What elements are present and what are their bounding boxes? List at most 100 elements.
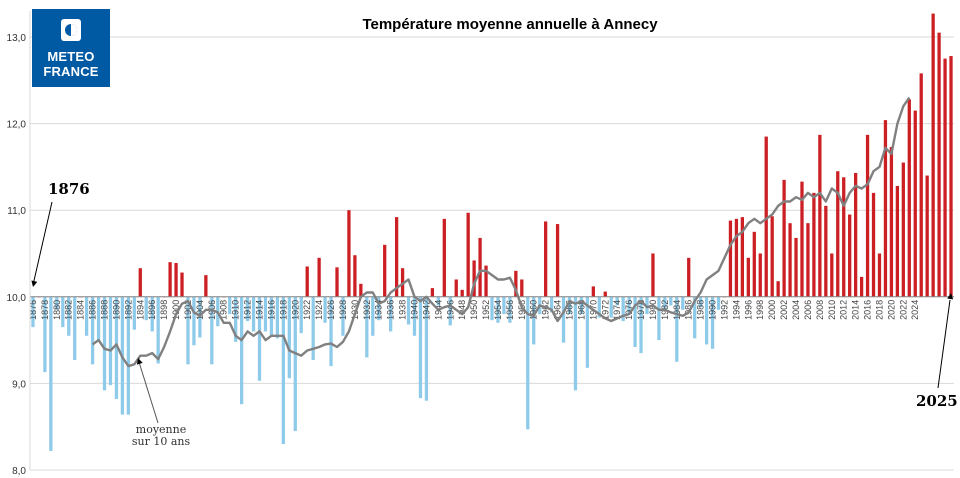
bar-1924 <box>317 257 321 297</box>
bar-1892 <box>126 296 131 415</box>
bar-1962 <box>544 221 548 297</box>
bar-1976 <box>627 296 631 315</box>
ma-arrow-head <box>136 358 143 365</box>
bar-1923 <box>311 296 315 361</box>
x-tick-label: 1904 <box>195 300 205 320</box>
bar-1994 <box>734 218 739 297</box>
bar-1972 <box>603 291 607 297</box>
bar-2011 <box>836 171 840 297</box>
bar-1930 <box>353 255 357 297</box>
bar-1921 <box>299 296 303 334</box>
x-tick-label: 2012 <box>839 300 849 320</box>
bar-1881 <box>61 296 65 328</box>
x-tick-label: 1972 <box>600 300 610 320</box>
x-tick-label: 1930 <box>350 300 360 320</box>
bar-1990 <box>710 296 715 349</box>
x-tick-label: 2002 <box>779 300 789 320</box>
bar-1925 <box>323 296 327 323</box>
bar-1879 <box>49 296 53 451</box>
bar-1878 <box>43 296 47 373</box>
bar-2029 <box>943 58 947 297</box>
logo-text-line2: FRANCE <box>43 64 99 79</box>
bar-1981 <box>657 296 661 341</box>
x-tick-label: 1952 <box>481 300 491 320</box>
x-tick-label: 1998 <box>755 300 765 320</box>
x-tick-label: 1934 <box>374 300 384 320</box>
bar-1953 <box>490 296 494 321</box>
bar-1999 <box>764 136 768 297</box>
bar-1895 <box>144 296 148 321</box>
bar-1988 <box>699 296 703 308</box>
bar-1894 <box>138 268 142 297</box>
bar-1959 <box>526 296 530 430</box>
bar-1960 <box>532 296 536 345</box>
axes <box>29 11 954 470</box>
x-tick-label: 1924 <box>314 300 324 320</box>
bar-1940 <box>412 296 417 336</box>
x-tick-label: 1916 <box>266 300 276 320</box>
x-tick-label: 1964 <box>553 300 563 320</box>
bar-1889 <box>108 296 113 386</box>
x-tick-label: 1942 <box>421 300 431 320</box>
bar-1950 <box>472 260 476 297</box>
bar-2014 <box>853 172 858 297</box>
bar-2016 <box>865 134 870 297</box>
bar-1958 <box>520 279 524 297</box>
bar-2012 <box>842 177 846 297</box>
bar-2025 <box>919 73 923 297</box>
x-tick-label: 2020 <box>886 300 896 320</box>
bar-1926 <box>329 296 333 367</box>
bar-1942 <box>424 296 429 401</box>
bar-1935 <box>383 244 387 297</box>
x-tick-label: 1890 <box>111 300 121 320</box>
bar-1967 <box>573 296 578 391</box>
x-tick-label: 1950 <box>469 300 479 320</box>
bar-1919 <box>287 296 291 379</box>
x-tick-label: 1914 <box>255 300 265 320</box>
bars-group <box>31 13 953 451</box>
bar-1948 <box>460 289 464 297</box>
bar-1900 <box>174 263 178 297</box>
bar-2026 <box>925 175 929 297</box>
bar-2024 <box>913 110 917 297</box>
bar-1956 <box>508 296 512 323</box>
end-year-annotation: 2025 <box>916 392 958 410</box>
bar-1947 <box>454 279 458 297</box>
bar-1970 <box>591 286 595 297</box>
bar-1933 <box>371 296 375 336</box>
bar-1993 <box>728 220 733 297</box>
bar-2027 <box>931 13 935 297</box>
bar-1913 <box>251 296 256 332</box>
bar-1986 <box>687 257 691 297</box>
bar-1944 <box>436 296 440 306</box>
x-tick-label: 1900 <box>171 300 181 320</box>
bar-1969 <box>585 296 590 368</box>
moving-average-annotation-line1: moyenne <box>135 423 187 436</box>
bar-1955 <box>502 296 506 315</box>
x-tick-label: 1978 <box>636 300 646 320</box>
bar-1974 <box>615 296 619 306</box>
x-tick-label: 1948 <box>457 300 467 320</box>
bar-1937 <box>394 217 399 297</box>
bar-2002 <box>782 179 786 297</box>
x-tick-label: 1938 <box>398 300 408 320</box>
x-tick-label: 1886 <box>88 300 98 320</box>
bar-2008 <box>818 134 822 297</box>
bar-1905 <box>204 275 208 297</box>
bar-1939 <box>406 296 411 325</box>
bar-1934 <box>377 296 381 321</box>
x-tick-label: 1920 <box>290 300 300 320</box>
bar-1883 <box>73 296 77 361</box>
x-tick-label: 2022 <box>898 300 908 320</box>
x-tick-label: 2006 <box>803 300 813 320</box>
bar-2005 <box>800 181 804 297</box>
bar-2022 <box>901 162 905 297</box>
bar-1915 <box>263 296 268 332</box>
x-tick-label: 1894 <box>135 300 145 320</box>
bar-1916 <box>269 296 274 336</box>
x-tick-label: 1956 <box>505 300 515 320</box>
bar-1954 <box>496 296 500 323</box>
logo-text-line1: METEO <box>47 49 95 64</box>
y-tick-label: 9,0 <box>12 379 26 390</box>
